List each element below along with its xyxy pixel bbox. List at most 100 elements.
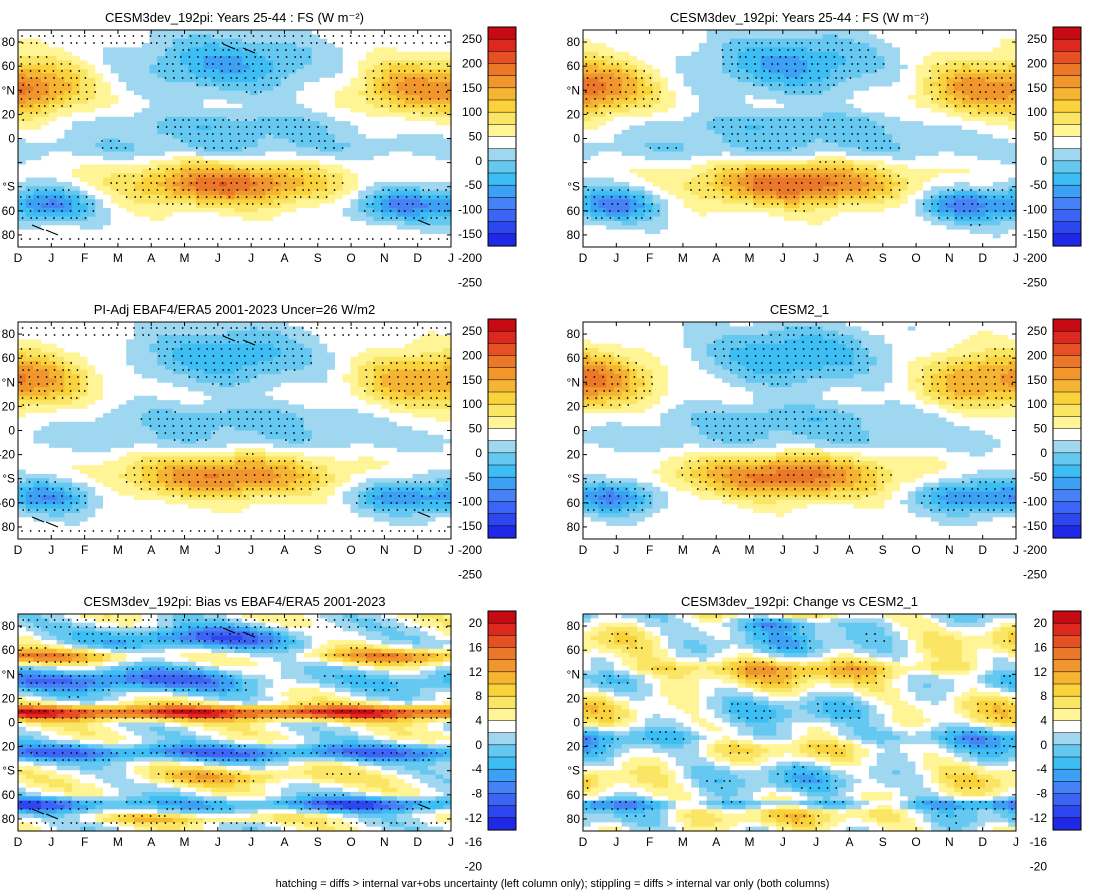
stipple-dot [285, 196, 288, 198]
heatmap-cell [427, 220, 437, 226]
stipple-dot [133, 189, 136, 191]
heatmap-cell [319, 77, 328, 83]
heatmap-cell [760, 160, 770, 166]
heatmap-cell [427, 199, 437, 205]
heatmap-cell [714, 147, 723, 153]
heatmap-cell [18, 82, 27, 88]
heatmap-cell [637, 238, 646, 244]
heatmap-cell [327, 90, 336, 96]
heatmap-cell [420, 51, 429, 57]
heatmap-cell [203, 160, 212, 166]
heatmap-cell [590, 151, 600, 157]
heatmap-cell [420, 216, 429, 222]
heatmap-cell [427, 216, 437, 222]
heatmap-cell [141, 86, 151, 92]
heatmap-cell [48, 112, 58, 118]
heatmap-cell [188, 99, 197, 105]
heatmap-cell [443, 125, 452, 131]
heatmap-cell [637, 34, 646, 40]
heatmap-cell [358, 207, 367, 213]
heatmap-cell [226, 64, 236, 70]
heatmap-cell [87, 155, 96, 161]
heatmap-cell [637, 147, 646, 153]
heatmap-cell [141, 229, 151, 235]
heatmap-cell [33, 60, 42, 66]
heatmap-cell [412, 38, 421, 44]
heatmap-cell [675, 216, 685, 222]
heatmap-cell [311, 181, 321, 187]
heatmap-cell [613, 77, 623, 83]
heatmap-cell [211, 43, 220, 48]
heatmap-cell [412, 233, 421, 239]
heatmap-cell [420, 38, 429, 44]
heatmap-cell [753, 56, 762, 61]
heatmap-cell [745, 181, 754, 187]
colorbar-swatch [487, 63, 517, 77]
heatmap-cell [164, 216, 174, 222]
stipple-dot [21, 70, 23, 72]
heatmap-cell [56, 129, 65, 135]
heatmap-cell [41, 194, 50, 200]
heatmap-cell [389, 160, 398, 166]
heatmap-cell [280, 134, 290, 140]
heatmap-cell [234, 51, 243, 57]
heatmap-cell [311, 56, 321, 61]
heatmap-cell [87, 207, 96, 213]
stipple-dot [214, 56, 217, 58]
heatmap-cell [668, 220, 677, 226]
heatmap-cell [327, 186, 336, 192]
heatmap-cell [598, 233, 607, 239]
heatmap-cell [95, 125, 104, 131]
heatmap-cell [745, 173, 754, 179]
heatmap-cell [706, 220, 716, 226]
heatmap-cell [126, 56, 135, 61]
heatmap-cell [373, 203, 383, 209]
heatmap-cell [412, 186, 421, 192]
heatmap-cell [72, 155, 81, 161]
stipple-dot [427, 189, 430, 191]
heatmap-cell [683, 147, 692, 153]
stipple-dot [86, 238, 89, 240]
heatmap-cell [288, 186, 297, 192]
heatmap-cell [706, 168, 716, 174]
heatmap-cell [48, 125, 58, 131]
stipple-dot [195, 182, 198, 184]
heatmap-cell [87, 181, 96, 187]
heatmap-cell [180, 38, 189, 44]
stipple-dot [198, 70, 201, 72]
heatmap-cell [722, 220, 731, 226]
heatmap-cell [784, 112, 793, 118]
heatmap-cell [768, 47, 777, 53]
stipple-dot [341, 42, 344, 44]
heatmap-cell [598, 138, 607, 144]
heatmap-cell [598, 112, 607, 118]
heatmap-cell [126, 112, 135, 118]
heatmap-cell [33, 51, 42, 57]
heatmap-cell [118, 168, 127, 174]
heatmap-cell [365, 216, 375, 222]
heatmap-cell [629, 177, 638, 183]
heatmap-cell [172, 77, 181, 83]
heatmap-cell [41, 181, 50, 187]
heatmap-cell [350, 147, 359, 153]
heatmap-cell [776, 86, 785, 92]
stipple-dot [428, 91, 431, 93]
heatmap-cell [33, 220, 42, 226]
heatmap-cell [118, 164, 127, 170]
heatmap-cell [18, 220, 27, 226]
stipple-dot [421, 42, 424, 44]
heatmap-cell [706, 129, 716, 135]
heatmap-cell [203, 238, 212, 244]
heatmap-cell [613, 142, 623, 148]
heatmap-cell [373, 82, 383, 88]
stipple-dot [253, 84, 256, 86]
heatmap-cell [737, 34, 746, 40]
stipple-dot [195, 147, 198, 149]
stipple-dot [189, 175, 192, 177]
heatmap-cell [629, 60, 638, 66]
heatmap-cell [590, 129, 600, 135]
heatmap-cell [729, 99, 739, 105]
stipple-dot [309, 35, 312, 37]
heatmap-cell [226, 220, 236, 226]
stipple-dot [237, 133, 240, 135]
